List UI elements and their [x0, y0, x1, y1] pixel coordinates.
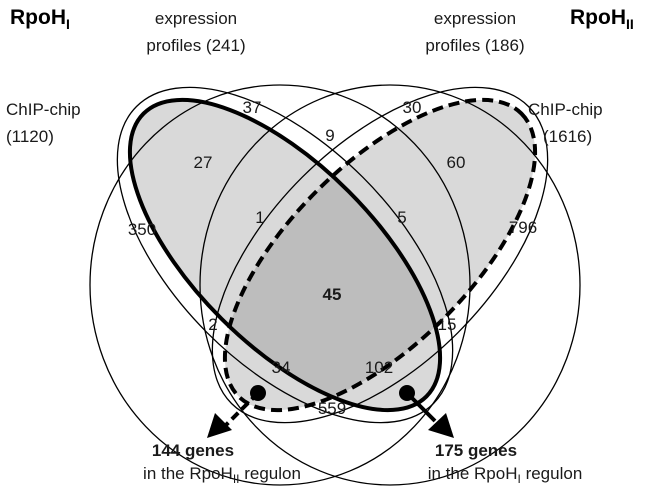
arrow-right-dot — [399, 385, 415, 401]
arrow-right-head — [428, 413, 454, 438]
outline-rpoh2-regulon — [222, 97, 538, 413]
region-count: 30 — [403, 98, 422, 117]
region-count: 102 — [365, 358, 393, 377]
region-count: 1 — [255, 208, 264, 227]
label-chip-right-2: (1616) — [543, 127, 592, 146]
region-count: 796 — [509, 218, 537, 237]
result-left-text: in the RpoHII regulon — [143, 464, 301, 486]
result-left-count: 144 genes — [152, 441, 234, 460]
region-count: 5 — [397, 208, 406, 227]
result-right-text: in the RpoHI regulon — [428, 464, 583, 486]
region-count: 9 — [325, 126, 334, 145]
region-count: 559 — [318, 399, 346, 418]
region-count: 60 — [447, 153, 466, 172]
label-expression-right-2: profiles (186) — [425, 36, 524, 55]
region-count: 350 — [128, 220, 156, 239]
set-chip-right — [199, 84, 581, 486]
set-chip-left — [89, 84, 471, 486]
region-count: 27 — [194, 153, 213, 172]
label-expression-right-1: expression — [434, 9, 516, 28]
arrow-left-dot — [250, 385, 266, 401]
set-expression-right — [211, 86, 549, 424]
region-count: 2 — [208, 315, 217, 334]
label-chip-right-1: ChIP-chip — [528, 100, 603, 119]
title-rpoh2: RpoHII — [570, 6, 634, 32]
label-chip-left-1: ChIP-chip — [6, 100, 81, 119]
region-count: 37 — [243, 98, 262, 117]
result-right-count: 175 genes — [435, 441, 517, 460]
set-expression-left — [116, 86, 454, 424]
arrow-left-head — [207, 413, 232, 438]
label-chip-left-2: (1120) — [6, 127, 54, 146]
label-expression-left-1: expression — [155, 9, 237, 28]
outline-rpoh1-regulon — [127, 97, 443, 413]
label-expression-left-2: profiles (241) — [146, 36, 245, 55]
region-count: 15 — [438, 315, 457, 334]
region-count-center: 45 — [323, 285, 342, 304]
title-rpoh1: RpoHI — [10, 6, 70, 32]
region-count: 34 — [272, 358, 291, 377]
